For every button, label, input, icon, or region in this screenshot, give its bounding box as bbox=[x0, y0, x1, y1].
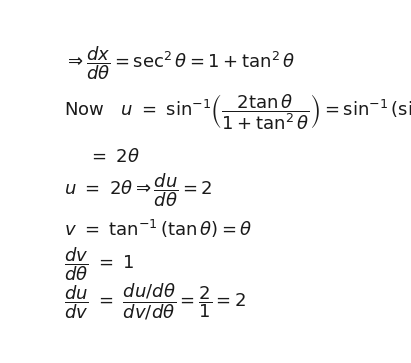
Text: $u \ = \ 2\theta \Rightarrow \dfrac{du}{d\theta} = 2$: $u \ = \ 2\theta \Rightarrow \dfrac{du}{… bbox=[64, 171, 213, 209]
Text: $\mathrm{Now}\quad u \ = \ \sin^{-1}\!\left(\dfrac{2\tan\theta}{1+\tan^2\theta}\: $\mathrm{Now}\quad u \ = \ \sin^{-1}\!\l… bbox=[64, 92, 411, 132]
Text: $\Rightarrow \dfrac{dx}{d\theta} = \sec^2\theta = 1 + \tan^2\theta$: $\Rightarrow \dfrac{dx}{d\theta} = \sec^… bbox=[64, 44, 296, 82]
Text: $= \ 2\theta$: $= \ 2\theta$ bbox=[88, 148, 140, 166]
Text: $\dfrac{dv}{d\theta} \ = \ 1$: $\dfrac{dv}{d\theta} \ = \ 1$ bbox=[64, 245, 134, 283]
Text: $\dfrac{du}{dv} \ = \ \dfrac{du/d\theta}{dv/d\theta} = \dfrac{2}{1} = 2$: $\dfrac{du}{dv} \ = \ \dfrac{du/d\theta}… bbox=[64, 282, 246, 322]
Text: $v \ = \ \tan^{-1}(\tan\theta) = \theta$: $v \ = \ \tan^{-1}(\tan\theta) = \theta$ bbox=[64, 219, 252, 240]
